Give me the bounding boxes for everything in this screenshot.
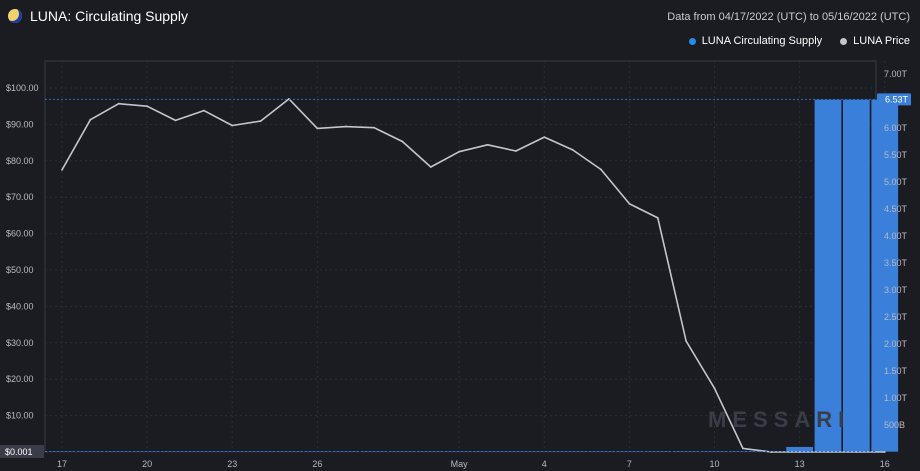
x-axis-tick-label: 17	[57, 459, 67, 469]
luna-logo-icon	[8, 9, 22, 23]
right-axis-tick-label: 1.00T	[884, 393, 908, 403]
chart-header: LUNA: Circulating Supply Data from 04/17…	[0, 0, 920, 34]
price-point	[883, 451, 886, 453]
left-axis-tick-label: $50.00	[6, 265, 34, 275]
right-axis-tick-label: 5.00T	[884, 177, 908, 187]
x-axis-tick-label: 10	[710, 459, 720, 469]
x-axis-tick-label: 7	[627, 459, 632, 469]
price-point	[373, 126, 375, 129]
price-point	[656, 217, 659, 219]
price-point	[146, 105, 149, 108]
legend-item-supply[interactable]: LUNA Circulating Supply	[688, 35, 823, 47]
right-axis-tick-label: 1.50T	[884, 366, 908, 376]
chart-title: LUNA: Circulating Supply	[30, 8, 188, 24]
price-point	[827, 451, 829, 453]
legend-supply-label: LUNA Circulating Supply	[701, 35, 823, 47]
right-axis-tick-label: 6.00T	[884, 123, 908, 133]
price-point	[344, 125, 347, 128]
price-point	[89, 118, 92, 121]
left-axis-tick-label: $70.00	[6, 192, 34, 202]
legend-supply-dot-icon	[688, 37, 696, 45]
price-point	[685, 340, 688, 342]
supply-bars	[48, 99, 899, 453]
x-axis-tick-label: 13	[795, 459, 805, 469]
current-value-badge	[877, 93, 911, 106]
left-axis-tick-label: $80.00	[6, 156, 34, 166]
plot-frame	[44, 60, 877, 453]
left-axis-tick-label: $30.00	[6, 338, 34, 348]
price-point	[61, 169, 63, 171]
x-axis-tick-label: 4	[542, 459, 547, 469]
price-point	[486, 143, 489, 146]
right-axis-tick-label: 5.50T	[884, 150, 908, 160]
right-axis-tick-label: 3.50T	[884, 258, 908, 268]
left-axis-tick-label: $90.00	[6, 119, 34, 129]
legend-item-price[interactable]: LUNA Price	[840, 35, 910, 47]
messari-watermark: MESSARI	[708, 407, 850, 432]
price-point	[713, 387, 716, 390]
left-axis-tick-label: $10.00	[6, 411, 34, 421]
left-axis-tick-label: $20.00	[6, 374, 34, 384]
supply-bar	[842, 99, 871, 453]
price-point	[628, 202, 631, 205]
x-axis-tick-label: 26	[312, 459, 322, 469]
price-line	[61, 98, 886, 453]
left-axis-tick-label: $60.00	[6, 229, 34, 239]
price-point	[174, 119, 177, 122]
chart-axes: $0.001 $10.00 $20.00 $30.00 $40.00 $50.00 $60.…	[6, 69, 908, 469]
price-point	[855, 451, 858, 453]
x-axis-tick-label: May	[451, 459, 469, 469]
grid-lines	[44, 60, 886, 453]
right-axis-tick-label: 3.00T	[884, 285, 908, 295]
price-current-badge	[0, 445, 44, 458]
right-axis-tick-label: 2.50T	[884, 312, 908, 322]
price-point	[543, 136, 546, 139]
x-axis-tick-label: 20	[142, 459, 152, 469]
right-axis-tick-label: 7.00T	[884, 69, 908, 79]
price-point	[571, 148, 574, 151]
left-axis-tick-label: $100.00	[6, 83, 39, 93]
left-axis-tick-label: $40.00	[6, 301, 34, 311]
right-axis-tick-label: 2.00T	[884, 339, 908, 349]
right-axis-tick-label: 500B	[884, 420, 905, 430]
current-value-badge-text: 6.53T	[885, 94, 909, 104]
price-point	[231, 124, 234, 127]
date-range-label: Data from 04/17/2022 (UTC) to 05/16/2022…	[667, 11, 910, 23]
chart-extras: MESSARI 6.53T $0.001	[0, 93, 911, 458]
price-current-badge-text: $0.001	[5, 447, 33, 457]
price-point	[117, 102, 120, 105]
right-axis-tick-label: 4.00T	[884, 231, 908, 241]
price-point	[259, 120, 262, 123]
price-point	[316, 127, 319, 130]
price-point	[202, 109, 205, 112]
price-point	[401, 140, 404, 143]
price-point	[600, 168, 602, 171]
price-point	[798, 451, 801, 453]
price-point	[429, 166, 432, 168]
x-axis-tick-label: 16	[880, 459, 890, 469]
price-point	[741, 447, 744, 450]
legend-price-dot-icon	[840, 37, 848, 45]
supply-bar	[814, 99, 842, 453]
right-axis-tick-label: 4.50T	[884, 204, 908, 214]
legend-price-label: LUNA Price	[853, 35, 910, 47]
price-point	[515, 150, 517, 152]
price-line-path	[61, 98, 885, 453]
chart-legend: LUNA Circulating Supply LUNA Price	[688, 35, 910, 47]
x-axis-tick-label: 23	[227, 459, 237, 469]
price-point	[458, 150, 461, 153]
